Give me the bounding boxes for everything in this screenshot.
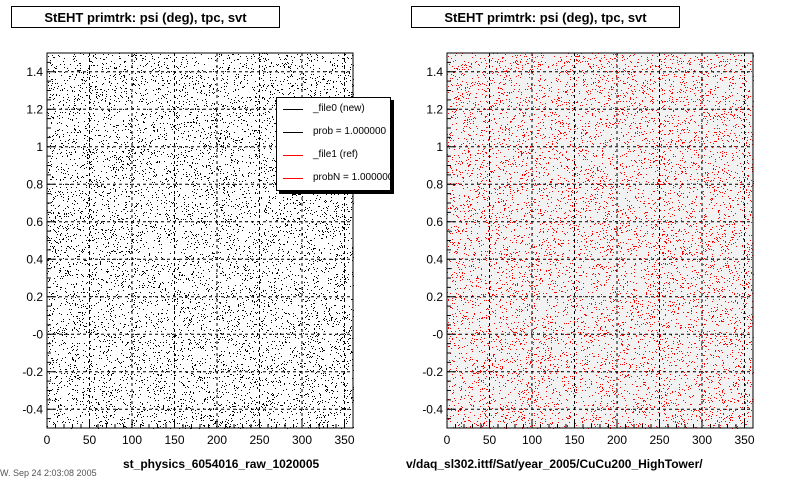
x-tick-label-50: 50 xyxy=(83,433,97,447)
x-tick-label-150: 150 xyxy=(564,433,584,447)
y-tick-label-0.8: 0.8 xyxy=(426,177,443,191)
x-tick-label-50: 50 xyxy=(483,433,497,447)
x-tick-label-350: 350 xyxy=(734,433,754,447)
chart-title-right: StEHT primtrk: psi (deg), tpc, svt xyxy=(411,6,680,28)
y-tick-label--0.4: -0.4 xyxy=(22,402,43,416)
footer-timestamp: W. Sep 24 2:03:08 2005 xyxy=(0,468,97,478)
x-tick-label-0: 0 xyxy=(444,433,451,447)
y-tick-label-1.2: 1.2 xyxy=(26,102,43,116)
legend-line-file1 xyxy=(283,155,303,156)
legend-entry-file1: _file1 (ref) xyxy=(277,144,390,167)
x-tick-label-250: 250 xyxy=(249,433,269,447)
y-tick-label--0: -0 xyxy=(32,327,43,341)
legend-entry-probn: probN = 1.000000 xyxy=(277,167,390,190)
y-tick-label-0.2: 0.2 xyxy=(26,290,43,304)
x-tick-label-250: 250 xyxy=(649,433,669,447)
legend-line-file0 xyxy=(283,109,303,110)
x-tick-label-300: 300 xyxy=(292,433,312,447)
y-tick-label-0.8: 0.8 xyxy=(26,177,43,191)
y-tick-label-1.4: 1.4 xyxy=(426,65,443,79)
x-tick-label-200: 200 xyxy=(207,433,227,447)
run-caption-right: v/daq_sl302.ittf/Sat/year_2005/CuCu200_H… xyxy=(406,457,703,471)
y-tick-label-1.2: 1.2 xyxy=(426,102,443,116)
y-tick-label-0.6: 0.6 xyxy=(26,215,43,229)
legend-line-probn xyxy=(283,178,303,179)
y-tick-label-0.6: 0.6 xyxy=(426,215,443,229)
y-tick-label--0: -0 xyxy=(432,327,443,341)
legend-label-prob: prob = 1.000000 xyxy=(313,126,387,137)
legend-entry-prob: prob = 1.000000 xyxy=(277,121,390,144)
y-tick-label-0.4: 0.4 xyxy=(426,252,443,266)
x-tick-label-350: 350 xyxy=(334,433,354,447)
y-tick-label--0.4: -0.4 xyxy=(422,402,443,416)
chart-title-left: StEHT primtrk: psi (deg), tpc, svt xyxy=(11,6,280,28)
x-tick-label-100: 100 xyxy=(122,433,142,447)
y-tick-label-1: 1 xyxy=(36,140,43,154)
x-tick-label-100: 100 xyxy=(522,433,542,447)
legend-line-prob xyxy=(283,132,303,133)
x-tick-label-200: 200 xyxy=(607,433,627,447)
legend-label-probn: probN = 1.000000 xyxy=(313,172,391,183)
y-tick-label--0.2: -0.2 xyxy=(22,365,43,379)
y-tick-label-1.4: 1.4 xyxy=(26,65,43,79)
y-tick-label-0.2: 0.2 xyxy=(426,290,443,304)
y-tick-label-0.4: 0.4 xyxy=(26,252,43,266)
y-tick-label-1: 1 xyxy=(436,140,443,154)
x-tick-label-0: 0 xyxy=(44,433,51,447)
x-tick-label-300: 300 xyxy=(692,433,712,447)
y-tick-label--0.2: -0.2 xyxy=(422,365,443,379)
x-tick-label-150: 150 xyxy=(164,433,184,447)
scatter-points-right xyxy=(447,53,754,429)
legend-label-file1: _file1 (ref) xyxy=(313,149,359,160)
legend-label-file0: _file0 (new) xyxy=(313,103,365,114)
run-caption-left: st_physics_6054016_raw_1020005 xyxy=(123,457,320,471)
legend-entry-file0: _file0 (new) xyxy=(277,98,390,121)
legend: _file0 (new) prob = 1.000000 _file1 (ref… xyxy=(276,97,391,191)
